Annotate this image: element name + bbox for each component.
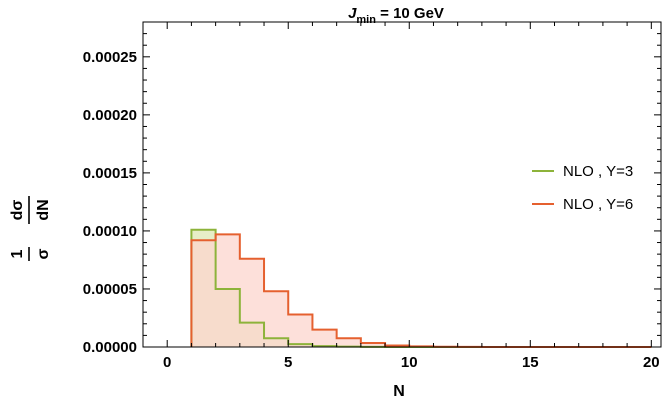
legend: NLO , Y=3 NLO , Y=6 — [532, 163, 633, 213]
x-tick-label: 10 — [401, 354, 418, 371]
x-tick-label: 5 — [284, 354, 292, 371]
y-tick-label: 0.00025 — [83, 49, 137, 66]
y-tick-label: 0.00000 — [83, 339, 137, 356]
y-label-frac1-den: σ — [35, 248, 52, 259]
x-tick-label: 0 — [163, 354, 171, 371]
y-tick-label: 0.00005 — [83, 281, 137, 298]
legend-label-1: NLO , Y=6 — [563, 196, 633, 213]
x-tick-label: 15 — [522, 354, 539, 371]
y-axis-label: 1 σ dσ dN — [9, 196, 52, 261]
plot-frame — [142, 21, 662, 348]
chart-title-subscript: min — [356, 14, 376, 26]
y-label-frac2-num: dσ — [9, 200, 26, 221]
histogram-fills — [191, 229, 652, 347]
axis-tick-labels: 0 5 10 15 20 0.00000 0.00005 0.00010 0.00015 0.00… — [83, 49, 660, 371]
chart-title-rest: = 10 GeV — [376, 5, 444, 22]
x-axis-label: N — [393, 383, 405, 400]
y-tick-label: 0.00020 — [83, 107, 137, 124]
legend-label-0: NLO , Y=3 — [563, 163, 633, 180]
y-tick-label: 0.00015 — [83, 165, 137, 182]
chart-title: Jmin = 10 GeV — [348, 5, 444, 26]
y-label-frac2-den: dN — [35, 199, 52, 220]
y-tick-label: 0.00010 — [83, 223, 137, 240]
x-tick-label: 20 — [643, 354, 660, 371]
series-fill-1 — [191, 234, 652, 347]
chart-title-main: J — [348, 5, 357, 22]
y-label-frac1-num: 1 — [9, 249, 26, 258]
